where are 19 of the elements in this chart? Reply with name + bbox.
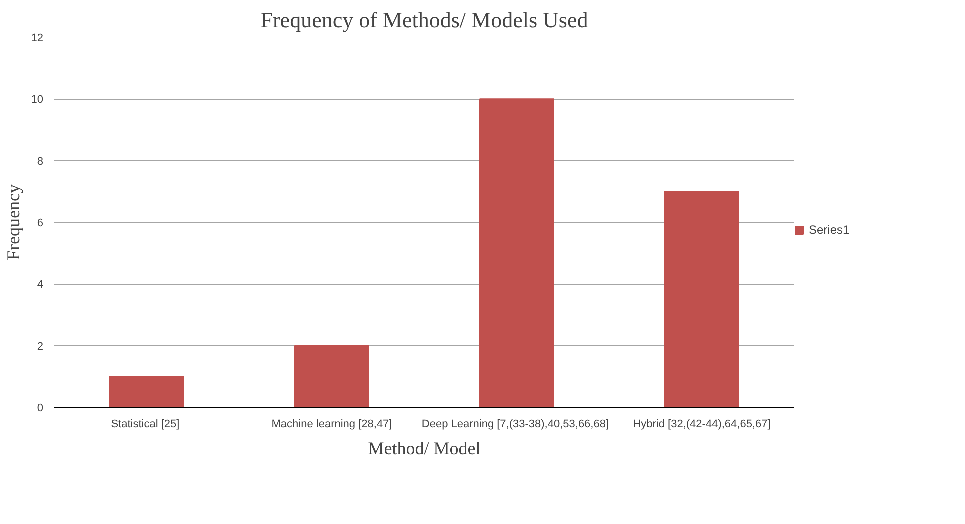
y-tick-label: 12: [31, 32, 44, 44]
legend-label: Series1: [809, 223, 850, 237]
y-tick-label: 10: [31, 94, 44, 106]
x-tick-label: Statistical [25]: [111, 418, 180, 430]
bar: [664, 191, 740, 408]
bar: [110, 376, 184, 408]
x-axis-title: Method/ Model: [368, 438, 481, 458]
y-axis-title: Frequency: [3, 184, 24, 260]
bar: [480, 98, 554, 408]
y-tick-label: 2: [37, 340, 44, 353]
bar: [294, 345, 370, 408]
y-tick-label: 8: [37, 156, 44, 168]
x-tick-label: Hybrid [32,(42-44),64,65,67]: [633, 418, 771, 430]
y-tick-label: 4: [37, 279, 44, 292]
y-tick-label: 6: [37, 218, 44, 230]
x-tick-label: Machine learning [28,47]: [272, 418, 392, 430]
y-tick-label: 0: [37, 402, 44, 414]
x-tick-label: Deep Learning [7,(33-38),40,53,66,68]: [422, 418, 610, 430]
chart-title: Frequency of Methods/ Models Used: [260, 8, 588, 32]
